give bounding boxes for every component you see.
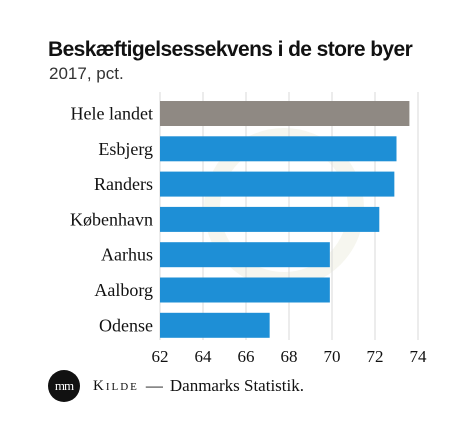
source-label: Kilde bbox=[93, 377, 139, 394]
chart-title: Beskæftigelsessekvens i de store byer bbox=[48, 38, 413, 61]
bar bbox=[160, 101, 410, 126]
bar bbox=[160, 312, 270, 338]
source-name: Danmarks Statistik. bbox=[169, 376, 304, 395]
x-axis-ticks: 62 64 66 68 70 72 74 bbox=[152, 347, 428, 366]
x-tick-label: 66 bbox=[238, 347, 255, 366]
category-label: Aalborg bbox=[94, 280, 153, 300]
bar bbox=[160, 171, 395, 197]
x-tick-label: 72 bbox=[367, 347, 384, 366]
category-label: Randers bbox=[94, 174, 153, 194]
bars bbox=[160, 101, 410, 338]
category-label: København bbox=[70, 209, 153, 229]
x-tick-label: 74 bbox=[410, 347, 428, 366]
category-labels: Hele landet Esbjerg Randers København Aarhus… bbox=[70, 104, 153, 336]
bar bbox=[160, 206, 380, 232]
x-tick-label: 62 bbox=[152, 347, 169, 366]
category-label: Hele landet bbox=[71, 104, 153, 124]
bar bbox=[160, 136, 397, 162]
category-label: Aarhus bbox=[101, 245, 153, 265]
category-label: Odense bbox=[99, 315, 153, 335]
x-tick-label: 68 bbox=[281, 347, 298, 366]
x-tick-label: 70 bbox=[324, 347, 341, 366]
source-line: mm Kilde — Danmarks Statistik. bbox=[48, 369, 304, 403]
bar bbox=[160, 242, 330, 268]
bar bbox=[160, 277, 330, 303]
chart-subtitle: 2017, pct. bbox=[49, 64, 124, 83]
x-tick-label: 64 bbox=[195, 347, 213, 366]
logo-icon: mm bbox=[48, 370, 80, 402]
category-label: Esbjerg bbox=[98, 139, 153, 159]
source-separator: — bbox=[145, 376, 163, 395]
